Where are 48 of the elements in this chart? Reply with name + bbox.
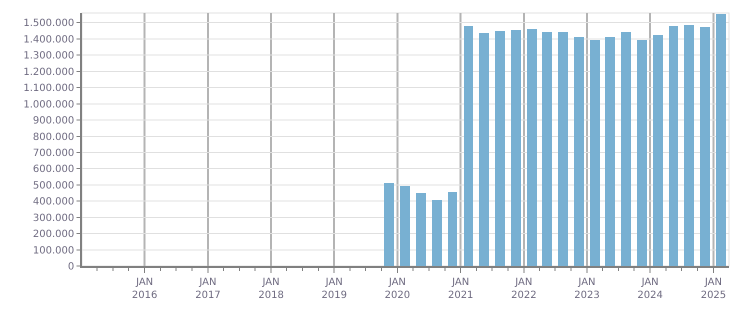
y-tick-label: 900.000 [32,116,74,127]
bar [653,35,663,266]
y-tick-label: 100.000 [32,245,74,256]
y-tick-label: 600.000 [32,164,74,176]
y-tick-label: 800.000 [32,132,74,143]
y-tick-label: 700.000 [32,148,74,159]
x-tick-label: JAN 2021 [448,276,474,301]
bar [716,14,726,266]
x-tick-label: JAN 2019 [322,276,347,301]
x-tick-label: JAN 2022 [511,276,537,301]
y-tick-label: 0 [68,262,74,272]
bar [637,40,647,266]
bar [479,33,489,266]
x-tick-label: JAN 2016 [132,276,158,301]
bar [448,192,457,266]
bar [669,26,678,266]
y-tick-label: 400.000 [32,196,74,208]
bar [684,25,694,266]
bar [700,27,710,266]
x-tick-label: JAN 2024 [637,276,663,301]
y-tick-label: 1.200.000 [23,66,74,78]
bar [416,193,426,266]
y-tick-label: 500.000 [32,180,74,192]
bar [464,26,473,266]
x-tick-label: JAN 2020 [384,276,410,301]
bar [558,32,568,266]
y-tick-label: 1.000.000 [23,99,74,110]
y-tick-label: 1.500.000 [23,18,74,30]
bar [574,37,584,266]
bar [400,186,410,266]
bar [605,37,615,266]
y-tick-label: 200.000 [32,229,74,240]
x-tick-label: JAN 2017 [195,276,221,301]
bar [432,200,442,266]
bar [542,32,552,266]
x-tick-label: JAN 2023 [574,276,600,301]
y-tick-label: 1.100.000 [23,83,74,94]
x-tick-label: JAN 2025 [700,276,726,301]
y-tick-label: 1.300.000 [23,50,74,62]
bar [384,183,394,266]
bar [495,31,505,266]
y-tick-label: 300.000 [32,212,74,224]
y-tick-label: 1.400.000 [23,34,74,46]
x-tick-label: JAN 2018 [258,276,284,301]
bar [590,40,600,266]
bar [621,32,631,266]
bar [527,29,537,266]
bar [511,30,521,266]
